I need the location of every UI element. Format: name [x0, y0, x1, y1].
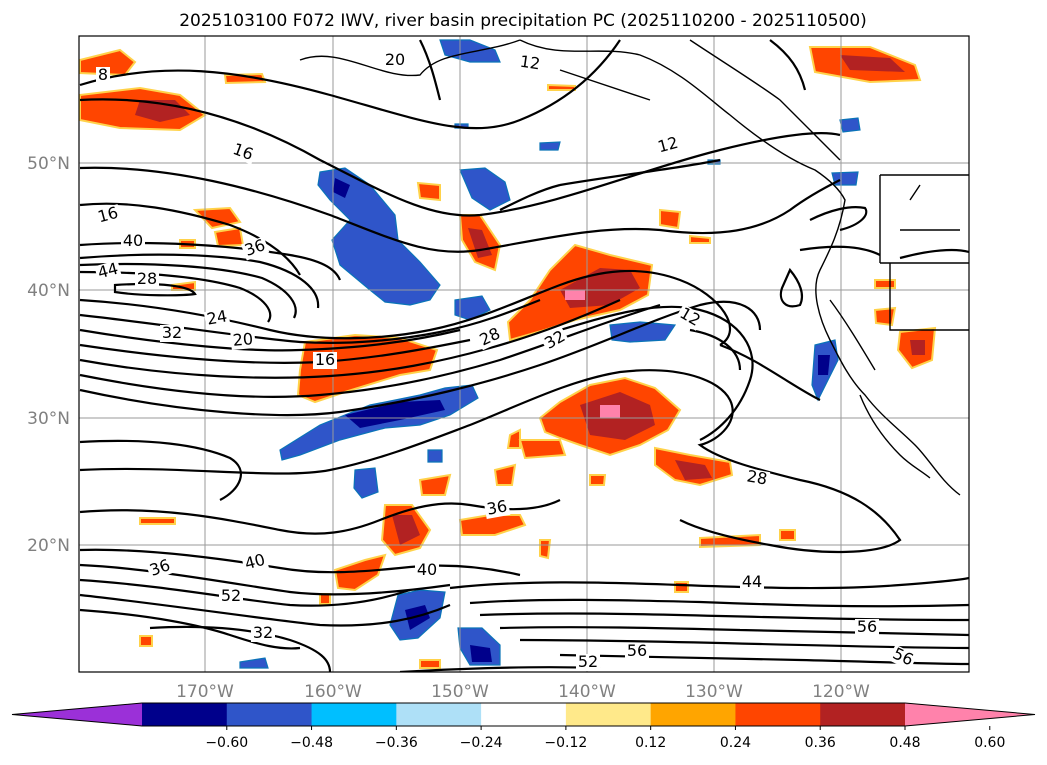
colorbar-tick-label: 0.36 [805, 735, 836, 751]
colorbar: −0.60 −0.48 −0.36 −0.24 −0.12 0.12 0.24 0.36 0.4… [11, 702, 1036, 751]
lat-label: 30°N [27, 409, 70, 429]
lat-label: 50°N [27, 154, 70, 174]
map-frame [78, 35, 970, 673]
colorbar-extend-high [905, 703, 1035, 726]
contour-label: 36 [485, 496, 508, 518]
lat-label: 20°N [27, 536, 70, 556]
contour-label: 12 [519, 52, 542, 74]
map-area [79, 36, 969, 672]
lon-label: 120°W [812, 682, 870, 702]
contour-label-bg [483, 498, 511, 519]
contour-label-bg [675, 304, 705, 331]
colorbar-tick-label: −0.60 [205, 735, 248, 751]
contour-label: 28 [137, 269, 157, 288]
contour-label: 32 [162, 323, 182, 342]
contour-label-bg [475, 324, 505, 351]
contour-label-bg [540, 327, 570, 354]
contour-label: 56 [857, 617, 877, 636]
contour-label-bg [230, 330, 256, 351]
contour-label-bg [625, 643, 649, 660]
contour-label-bg [135, 271, 159, 288]
contour-label-bg [251, 625, 275, 642]
contour-label-bg [415, 562, 439, 579]
contour-label: 16 [315, 350, 335, 369]
lat-label: 40°N [27, 281, 70, 301]
colorbar-segment [650, 703, 736, 726]
contour-label-bg [516, 53, 543, 74]
contour-label: 44 [96, 259, 121, 283]
lon-label: 170°W [176, 682, 234, 702]
contour-label: 20 [385, 50, 405, 69]
contour-label: 44 [742, 572, 762, 591]
contour-label-bg [313, 352, 337, 369]
longitude-labels: 170°W 160°W 150°W 140°W 130°W 120°W [176, 682, 870, 702]
colorbar-tick-label: 0.60 [974, 735, 1005, 751]
contour-label-bg [241, 551, 269, 574]
contour-label-bg [203, 308, 231, 329]
positive-anomaly-patches [79, 46, 937, 669]
contour-label: 52 [578, 652, 598, 671]
contour-label: 56 [627, 641, 647, 660]
contour-label-bg [145, 556, 175, 581]
contour-label-bg [743, 468, 771, 489]
contour-label-bg [576, 654, 600, 671]
lon-label: 150°W [431, 682, 489, 702]
colorbar-outline [11, 702, 1036, 727]
colorbar-tick-label: −0.24 [460, 735, 503, 751]
coastlines [299, 39, 969, 496]
contour-label: 8 [98, 65, 108, 84]
contour-label-bg [228, 140, 258, 165]
chart-title: 2025103100 F072 IWV, river basin precipi… [179, 11, 867, 31]
colorbar-tick-label: 0.24 [720, 735, 751, 751]
contour-label-bg [740, 574, 764, 591]
contour-label-bg [96, 67, 110, 84]
lon-label: 130°W [685, 682, 743, 702]
contour-label: 40 [243, 550, 268, 574]
contour-label-bg [654, 134, 682, 157]
contour-label: 32 [253, 623, 273, 642]
colorbar-segment [481, 703, 567, 726]
negative-anomaly-patches [239, 39, 861, 669]
contour-label: 40 [123, 231, 143, 250]
colorbar-segment [396, 703, 482, 726]
contour-label: 40 [417, 560, 437, 579]
colorbar-segment [142, 703, 228, 726]
contour-label: 52 [221, 586, 241, 605]
contour-label-bg [94, 260, 122, 283]
contour-label-bg [121, 233, 145, 250]
contour-label: 12 [656, 133, 681, 157]
colorbar-tick-label: −0.48 [290, 735, 333, 751]
colorbar-segment [820, 703, 906, 726]
colorbar-extend-low [12, 703, 142, 726]
contour-label-bg [160, 325, 184, 342]
colorbar-tick-label: −0.12 [544, 735, 587, 751]
contour-label-bg [888, 644, 918, 671]
contour-label: 16 [96, 203, 121, 227]
colorbar-segment [311, 703, 397, 726]
contour-label-bg [94, 204, 122, 227]
contour-label: 24 [205, 306, 228, 328]
colorbar-segment [565, 703, 652, 726]
contour-label: 28 [745, 466, 768, 488]
contour-label-bg [855, 619, 879, 636]
colorbar-tick-label: 0.48 [889, 735, 920, 751]
contour-label-bg [383, 52, 407, 69]
contour-label-bg [219, 588, 243, 605]
latitude-labels: 50°N 40°N 30°N 20°N [27, 154, 70, 556]
contour-label: 20 [232, 329, 254, 350]
lon-label: 140°W [558, 682, 616, 702]
colorbar-segment [735, 703, 821, 726]
colorbar-segment [226, 703, 313, 726]
colorbar-tick-label: −0.36 [375, 735, 418, 751]
colorbar-tick-label: 0.12 [635, 735, 666, 751]
contour-label-bg [240, 236, 270, 261]
lon-label: 160°W [304, 682, 362, 702]
